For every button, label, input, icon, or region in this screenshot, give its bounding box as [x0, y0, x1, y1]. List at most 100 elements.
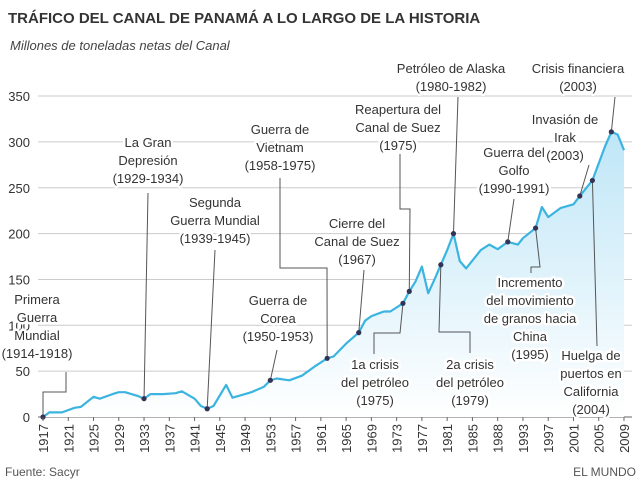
annotation-leader-line: [452, 96, 459, 234]
x-tick-label: 2001: [566, 424, 581, 453]
x-tick-label: 1933: [137, 424, 152, 453]
annotation-leader-line: [279, 178, 328, 359]
annotation-label: Huelga de puertos en California (2004): [560, 348, 621, 417]
annotation-line: Huelga de: [561, 348, 620, 363]
chart-title: TRÁFICO DEL CANAL DE PANAMÁ A LO LARGO D…: [8, 10, 480, 27]
annotation-point: [608, 129, 614, 135]
annotation-line: Incremento: [497, 275, 562, 290]
chart-subtitle: Millones de toneladas netas del Canal: [10, 38, 231, 53]
y-tick-label: 200: [8, 227, 30, 242]
x-tick-label: 1953: [263, 424, 278, 453]
annotation-line: (1950-1953): [243, 329, 314, 344]
annotation-line: Crisis financiera: [532, 61, 625, 76]
x-tick-label: 1965: [339, 424, 354, 453]
x-tick-label: 1988: [491, 424, 506, 453]
x-tick-label: 1997: [541, 424, 556, 453]
annotation-line: (2003): [546, 148, 584, 163]
x-tick-label: 2005: [592, 424, 607, 453]
x-tick-label: 1973: [390, 424, 405, 453]
annotation-point: [400, 300, 406, 306]
annotation-line: 1a crisis: [351, 357, 399, 372]
annotation-line: (1995): [511, 347, 549, 362]
annotation-point: [141, 396, 147, 402]
annotation-line: (1958-1975): [245, 158, 316, 173]
x-tick-label: 1925: [87, 424, 102, 453]
annotation-leader-line: [530, 228, 541, 273]
annotation-line: del petróleo: [436, 375, 504, 390]
annotation-point: [204, 406, 210, 412]
y-tick-label: 350: [8, 89, 30, 104]
annotation-line: Canal de Suez: [314, 234, 399, 249]
x-tick-label: 1929: [112, 424, 127, 453]
annotation-line: (2004): [572, 402, 610, 417]
y-tick-label: 250: [8, 181, 30, 196]
x-tick-label: 1941: [188, 424, 203, 453]
annotation-label: Petróleo de Alaska (1980-1982): [397, 61, 506, 94]
annotation-leader-line: [269, 349, 278, 381]
annotation-point: [438, 262, 444, 268]
annotation-line: Guerra Mundial: [170, 213, 260, 228]
annotation-line: Guerra de: [249, 293, 308, 308]
annotation-leader-line: [358, 269, 365, 333]
annotation-line: Guerra: [17, 310, 58, 325]
annotation-label: Reapertura del Canal de Suez (1975): [355, 102, 441, 153]
annotation-leader-line: [42, 372, 67, 417]
x-tick-label: 2009: [617, 424, 632, 453]
annotation-line: Invasión de: [532, 112, 599, 127]
annotation-label: 2a crisis del petróleo (1979): [436, 357, 504, 408]
annotation-leader-line: [373, 303, 404, 354]
annotation-line: del petróleo: [341, 375, 409, 390]
annotation-label: Crisis financiera (2003): [532, 61, 625, 94]
annotation-line: 2a crisis: [446, 357, 494, 372]
y-tick-label: 0: [23, 410, 30, 425]
annotation-point: [406, 288, 412, 294]
annotation-label: Segunda Guerra Mundial (1939-1945): [170, 195, 260, 246]
x-tick-label: 1957: [289, 424, 304, 453]
annotation-line: Reapertura del: [355, 102, 441, 117]
annotation-leader-line: [579, 164, 590, 197]
y-tick-label: 300: [8, 135, 30, 150]
annotation-line: La Gran: [125, 135, 172, 150]
annotation-point: [267, 377, 273, 383]
annotation-line: California: [564, 384, 620, 399]
annotation-label: La Gran Depresión (1929-1934): [113, 135, 184, 186]
annotation-label: Guerra de Corea (1950-1953): [243, 293, 314, 344]
annotation-label: Guerra del Golfo (1990-1991): [479, 145, 550, 196]
annotation-line: (1939-1945): [180, 231, 251, 246]
annotation-line: de granos hacia: [484, 311, 577, 326]
x-tick-label: 1949: [238, 424, 253, 453]
annotation-line: (2003): [559, 79, 597, 94]
annotation-point: [356, 330, 362, 336]
annotation-line: (1975): [379, 138, 417, 153]
annotation-line: Golfo: [498, 163, 529, 178]
x-tick-label: 1977: [415, 424, 430, 453]
annotation-point: [324, 355, 330, 361]
annotation-point: [450, 231, 457, 237]
annotation-leader-line: [507, 198, 515, 242]
annotation-line: (1967): [338, 252, 376, 267]
y-tick-label: 100: [8, 318, 30, 333]
x-tick-label: 1921: [61, 424, 76, 453]
annotation-line: Irak: [554, 130, 576, 145]
annotation-label: Cierre del Canal de Suez (1967): [314, 216, 399, 267]
annotation-leader-line: [399, 154, 411, 292]
annotation-line: (1975): [356, 393, 394, 408]
annotation-line: (1914-1918): [2, 346, 73, 361]
annotation-label: Incremento del movimiento de granos hacia C…: [484, 275, 577, 362]
annotation-leader-line: [591, 180, 598, 347]
x-tick-label: 1985: [465, 424, 480, 453]
annotation-point: [505, 239, 511, 245]
annotation-line: (1929-1934): [113, 171, 184, 186]
annotation-line: Cierre del: [329, 216, 385, 231]
annotation-line: Mundial: [14, 328, 60, 343]
x-tick-label: 1917: [36, 424, 51, 453]
y-tick-label: 150: [8, 272, 30, 287]
annotation-leader-line: [610, 96, 616, 132]
annotation-point: [532, 225, 539, 231]
annotation-point: [589, 177, 596, 184]
annotation-leader-line: [206, 249, 216, 409]
x-tick-label: 1937: [162, 424, 177, 453]
annotation-leader-line: [143, 192, 149, 399]
